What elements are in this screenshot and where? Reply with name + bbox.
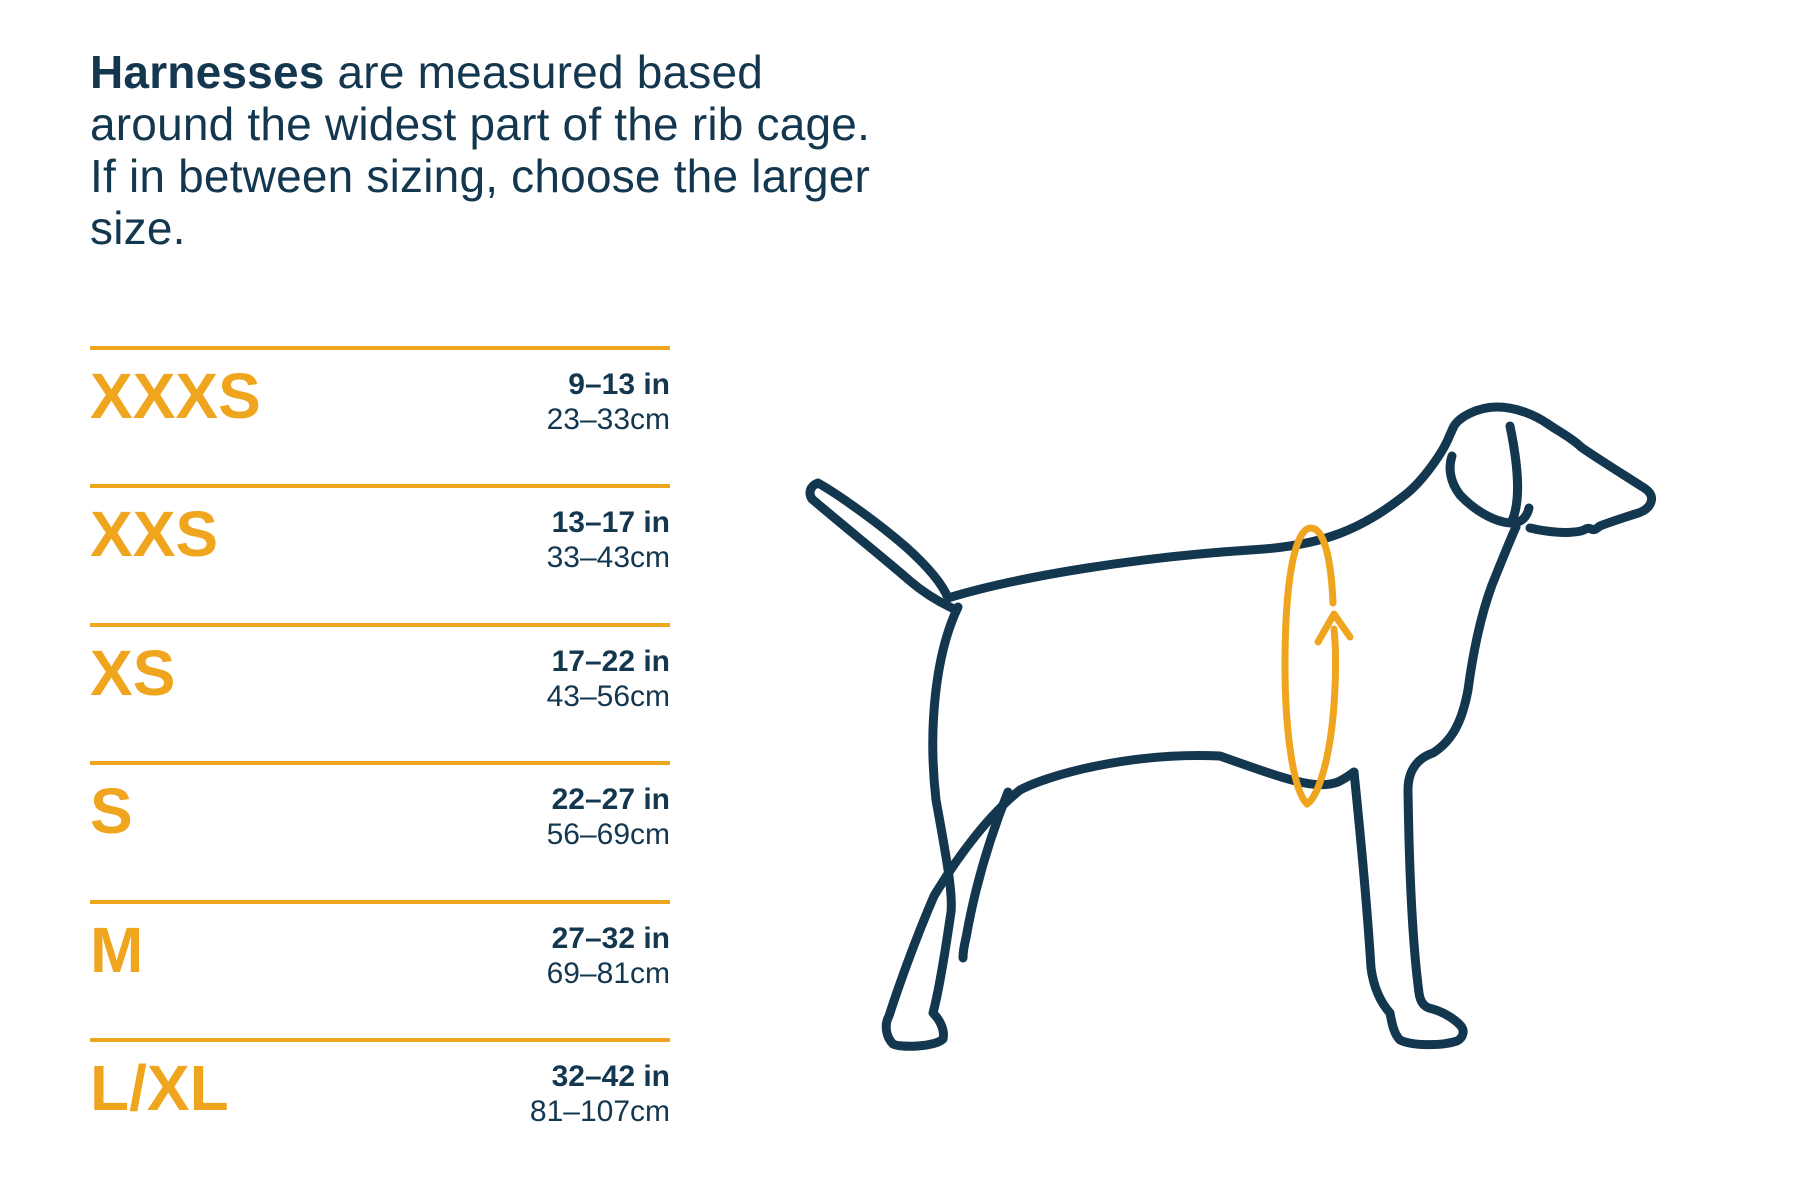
size-range-inches: 17–22 in: [551, 644, 670, 678]
measure-ellipse-arc: [1281, 524, 1339, 808]
size-label: L/XL: [90, 1051, 229, 1124]
size-row: M 27–32 in 69–81cm: [90, 899, 670, 1038]
size-range-cm: 33–43cm: [546, 541, 670, 575]
size-row: XXXS 9–13 in 23–33cm: [90, 346, 670, 484]
size-range-cm: 69–81cm: [546, 956, 670, 990]
size-row: L/XL 32–42 in 81–107cm: [90, 1037, 670, 1176]
size-row: S 22–27 in 56–69cm: [90, 761, 670, 899]
dog-ear-outer-line: [1445, 451, 1534, 528]
size-values: 9–13 in 23–33cm: [547, 367, 670, 437]
size-label: M: [90, 913, 144, 986]
dog-illustration: [690, 395, 1690, 1085]
size-values: 27–32 in 69–81cm: [547, 921, 670, 991]
measure-arrowhead-icon: [1314, 610, 1354, 646]
size-values: 13–17 in 33–43cm: [547, 505, 670, 575]
size-range-cm: 81–107cm: [529, 1094, 670, 1128]
size-label: XXS: [90, 498, 219, 571]
size-values: 32–42 in 81–107cm: [530, 1059, 670, 1129]
dog-body-head-line: [805, 402, 1657, 603]
size-table: XXXS 9–13 in 23–33cm XXS 13–17 in 33–43cm XS 17…: [90, 346, 670, 1176]
size-label: XXXS: [90, 360, 261, 432]
size-row: XS 17–22 in 43–56cm: [90, 622, 670, 761]
size-range-inches: 27–32 in: [551, 921, 670, 955]
dog-tail-line: [807, 494, 957, 613]
size-range-inches: 32–42 in: [551, 1059, 670, 1093]
intro-rest: are measured based around the widest par…: [90, 46, 871, 254]
size-row: XXS 13–17 in 33–43cm: [90, 484, 670, 622]
dog-ear-inner-line: [1505, 421, 1523, 526]
dog-illustration-svg: [805, 402, 1657, 1051]
size-values: 17–22 in 43–56cm: [547, 644, 670, 714]
intro-lead-word: Harnesses: [90, 46, 325, 98]
dog-legs-belly-line: [881, 522, 1521, 1051]
size-label: XS: [90, 636, 176, 709]
ribcage-measure-loop: [1281, 524, 1354, 808]
size-range-inches: 13–17 in: [551, 506, 670, 540]
size-range-cm: 43–56cm: [546, 679, 670, 713]
size-range-cm: 23–33cm: [546, 403, 670, 436]
intro-text: Harnesses are measured based around the …: [90, 46, 902, 254]
size-range-cm: 56–69cm: [546, 818, 670, 852]
size-range-inches: 22–27 in: [551, 783, 670, 817]
size-label: S: [90, 775, 133, 848]
size-range-inches: 9–13 in: [568, 368, 670, 401]
dog-outline: [805, 402, 1657, 1051]
size-values: 22–27 in 56–69cm: [547, 782, 670, 852]
dog-far-hind-leg-line: [958, 787, 1013, 963]
